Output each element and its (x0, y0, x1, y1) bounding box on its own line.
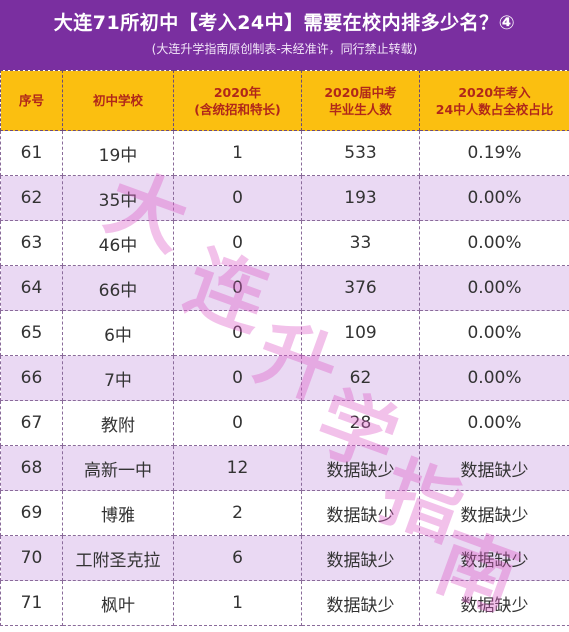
cell-school: 19中 (63, 131, 174, 176)
cell-school: 6中 (63, 311, 174, 356)
cell-school: 46中 (63, 221, 174, 266)
cell-index: 62 (1, 176, 63, 221)
cell-admitted: 6 (174, 536, 302, 581)
cell-school: 35中 (63, 176, 174, 221)
cell-index: 70 (1, 536, 63, 581)
cell-ratio: 0.00% (420, 221, 569, 266)
cell-graduates: 376 (302, 266, 420, 311)
page-title: 大连71所初中【考入24中】需要在校内排多少名？④ (0, 8, 569, 35)
cell-graduates: 533 (302, 131, 420, 176)
cell-ratio: 0.00% (420, 311, 569, 356)
cell-admitted: 1 (174, 581, 302, 626)
cell-ratio: 数据缺少 (420, 581, 569, 626)
cell-ratio: 0.00% (420, 266, 569, 311)
cell-graduates: 数据缺少 (302, 446, 420, 491)
cell-admitted: 0 (174, 221, 302, 266)
cell-index: 61 (1, 131, 63, 176)
cell-graduates: 数据缺少 (302, 581, 420, 626)
cell-index: 65 (1, 311, 63, 356)
cell-index: 64 (1, 266, 63, 311)
cell-graduates: 数据缺少 (302, 536, 420, 581)
cell-index: 66 (1, 356, 63, 401)
cell-index: 69 (1, 491, 63, 536)
cell-school: 66中 (63, 266, 174, 311)
cell-graduates: 109 (302, 311, 420, 356)
cell-school: 博雅 (63, 491, 174, 536)
cell-graduates: 193 (302, 176, 420, 221)
cell-graduates: 62 (302, 356, 420, 401)
cell-school: 教附 (63, 401, 174, 446)
cell-admitted: 0 (174, 266, 302, 311)
cell-graduates: 33 (302, 221, 420, 266)
cell-ratio: 0.00% (420, 176, 569, 221)
cell-ratio: 数据缺少 (420, 491, 569, 536)
page-subtitle: (大连升学指南原创制表-未经准许，同行禁止转载) (0, 40, 569, 57)
cell-admitted: 0 (174, 401, 302, 446)
col-header-admitted-2020: 2020年(含统招和特长) (174, 71, 302, 131)
cell-index: 68 (1, 446, 63, 491)
cell-school: 7中 (63, 356, 174, 401)
cell-admitted: 0 (174, 176, 302, 221)
cell-ratio: 0.00% (420, 356, 569, 401)
title-banner: 大连71所初中【考入24中】需要在校内排多少名？④ (大连升学指南原创制表-未经… (0, 0, 569, 70)
col-header-index: 序号 (1, 71, 63, 131)
cell-admitted: 0 (174, 311, 302, 356)
cell-admitted: 12 (174, 446, 302, 491)
cell-ratio: 数据缺少 (420, 536, 569, 581)
cell-ratio: 0.19% (420, 131, 569, 176)
col-header-school: 初中学校 (63, 71, 174, 131)
cell-ratio: 0.00% (420, 401, 569, 446)
col-header-graduates-2020: 2020届中考毕业生人数 (302, 71, 420, 131)
cell-school: 枫叶 (63, 581, 174, 626)
cell-school: 工附圣克拉 (63, 536, 174, 581)
cell-graduates: 数据缺少 (302, 491, 420, 536)
cell-admitted: 1 (174, 131, 302, 176)
cell-index: 71 (1, 581, 63, 626)
cell-graduates: 28 (302, 401, 420, 446)
cell-ratio: 数据缺少 (420, 446, 569, 491)
cell-school: 高新一中 (63, 446, 174, 491)
cell-index: 67 (1, 401, 63, 446)
cell-index: 63 (1, 221, 63, 266)
cell-admitted: 2 (174, 491, 302, 536)
cell-admitted: 0 (174, 356, 302, 401)
